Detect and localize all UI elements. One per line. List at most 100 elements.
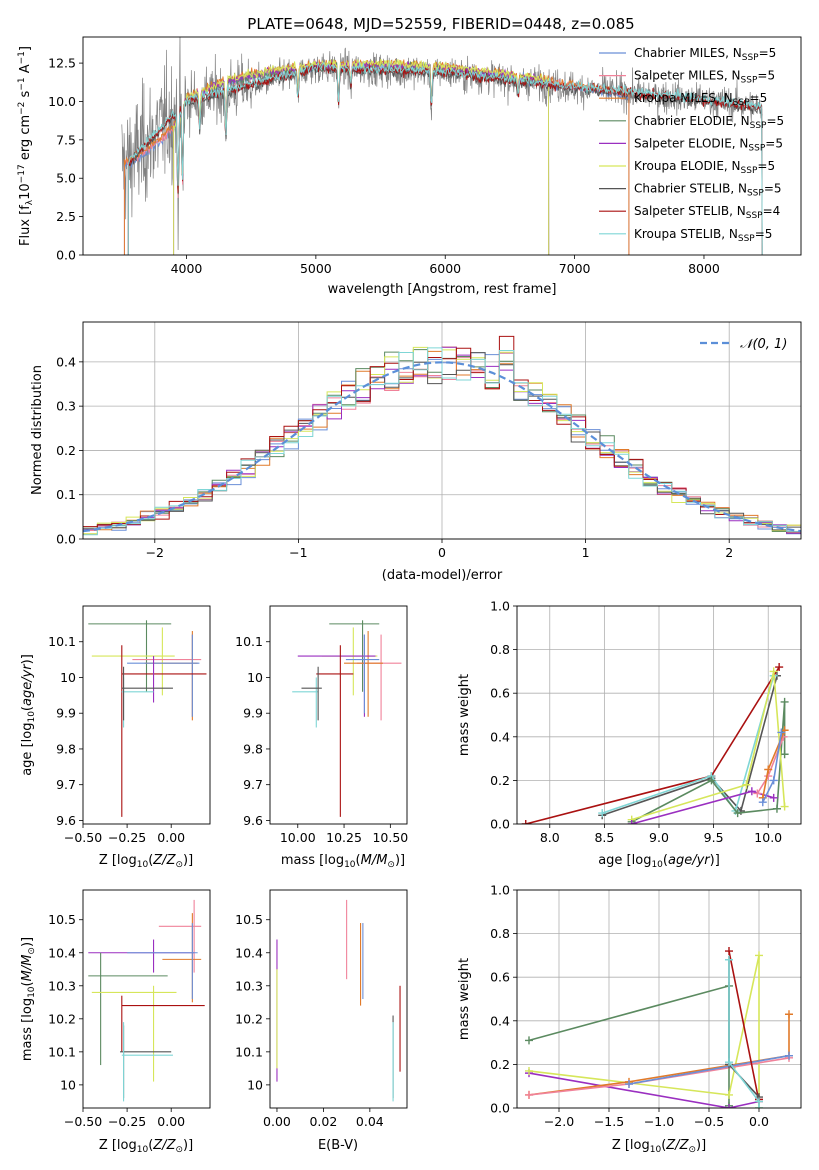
plus-marker — [525, 1066, 533, 1075]
label-part: =5 — [759, 46, 777, 60]
x-axis-label: E(B-V) — [318, 1138, 358, 1153]
y-tick-label: 0.2 — [490, 773, 510, 788]
kroupa-elodie-model-line — [173, 58, 550, 255]
errorbar-point — [158, 899, 202, 973]
y-tick-label: 0.6 — [490, 686, 510, 701]
y-axis-label: mass [log10(M/M⊙)] — [20, 937, 37, 1061]
legend-entry: Chabrier ELODIE, NSSP=5 — [634, 114, 784, 131]
label-part: Kroupa MILES, N — [634, 91, 733, 105]
x-tick-label: 0.00 — [263, 1114, 291, 1129]
legend-entry: Chabrier MILES, NSSP=5 — [634, 46, 776, 63]
plus-marker — [785, 1051, 793, 1060]
y-tick-label: 9.6 — [243, 813, 263, 828]
x-tick-label: 2 — [725, 545, 733, 560]
legend-entry: Kroupa STELIB, NSSP=5 — [634, 227, 772, 244]
x-tick-label: 0.02 — [309, 1114, 337, 1129]
label-part: )] — [183, 1138, 193, 1153]
plus-marker — [769, 793, 778, 802]
x-tick-label: 0.0 — [749, 1114, 769, 1129]
y-axis-label: age [log10(age/yr)] — [20, 654, 37, 776]
x-tick-label: 0.04 — [356, 1114, 384, 1129]
label-part: erg cm — [18, 115, 33, 164]
y-tick-label: 10.5 — [235, 912, 263, 927]
x-tick-label: 10.25 — [326, 830, 362, 845]
label-part: s — [18, 90, 33, 101]
label-part: SSP — [741, 76, 758, 86]
label-part: Chabrier STELIB, N — [634, 182, 747, 196]
x-tick-label: 9.0 — [649, 830, 669, 845]
label-part: ( — [663, 853, 668, 868]
x-tick-label: 0.00 — [157, 1114, 185, 1129]
label-part: Salpeter STELIB, N — [634, 204, 746, 218]
plus-marker — [780, 802, 789, 811]
mass_weight_vs_age-axes: 8.0 8.5 9.0 9.5 10.0 0.0 0.2 0.4 0.6 0.8 1.0 — [490, 599, 802, 845]
y-tick-label: 10.1 — [235, 634, 263, 649]
label-part: Kroupa ELODIE, N — [634, 159, 741, 173]
mass_vs_EBV-plot-area — [276, 899, 401, 1102]
plus-marker — [764, 765, 773, 774]
x-tick-label: 0.00 — [157, 830, 185, 845]
label-part: 10 — [27, 986, 37, 998]
label-part: Z [log — [99, 853, 137, 868]
label-part: Z [log — [612, 1138, 650, 1153]
label-part: Z/Z — [665, 1138, 689, 1153]
y-axis-label: mass weight — [457, 958, 472, 1040]
x-axis-label: Z [log10(Z/Z⊙)] — [99, 853, 193, 870]
label-part: ( — [20, 706, 35, 711]
x-tick-label: 6000 — [429, 261, 461, 276]
y-tick-label: 10.1 — [48, 634, 76, 649]
label-part: =5 — [765, 136, 783, 150]
y-tick-label: 0.1 — [56, 487, 76, 502]
errorbar-point — [345, 634, 380, 714]
label-part: SSP — [741, 166, 758, 176]
label-part: )] — [20, 937, 35, 947]
label-part: Chabrier MILES, N — [634, 46, 742, 60]
age_vs_mass-axes: 10.00 10.25 10.50 9.6 9.7 9.8 9.9 10 10.1 — [235, 605, 408, 845]
axes-frame — [516, 889, 802, 1109]
errorbar-point — [301, 666, 322, 721]
x-axis-label: Z [log10(Z/Z⊙)] — [612, 1138, 706, 1155]
plus-marker — [625, 1080, 633, 1089]
y-tick-label: 2.5 — [56, 209, 76, 224]
label-part: SSP — [742, 53, 759, 63]
errorbar-point — [121, 1022, 173, 1102]
y-tick-label: 10.2 — [235, 1011, 263, 1026]
plus-marker — [725, 1090, 733, 1099]
plus-marker — [780, 750, 789, 759]
x-axis-label: mass [log10(M/M⊙)] — [281, 853, 405, 870]
y-tick-label: 10.3 — [48, 978, 76, 993]
x-axis-label: Z [log10(Z/Z⊙)] — [99, 1138, 193, 1155]
errorbar-point — [127, 634, 200, 717]
mass_weight_vs_Z-axes: −2.0 −1.5 −1.0 −0.5 0.0 0.0 0.2 0.4 0.6 0.8 1.0 — [490, 883, 802, 1129]
kroupa-elodie-series-line — [631, 671, 786, 821]
y-tick-label: 10.4 — [48, 945, 76, 960]
y-tick-label: 1.0 — [490, 599, 510, 614]
plus-marker — [769, 776, 778, 785]
y-tick-label: 0.4 — [490, 729, 510, 744]
plus-marker — [758, 798, 767, 807]
x-tick-label: 10.50 — [372, 830, 408, 845]
residuals-plot-area — [83, 335, 801, 536]
label-part: =5 — [755, 227, 773, 241]
legend-entry: Salpeter STELIB, NSSP=4 — [634, 204, 780, 221]
y-tick-label: 9.8 — [56, 741, 76, 756]
y-tick-label: 0.6 — [490, 970, 510, 985]
label-part: )] — [696, 1138, 706, 1153]
kroupa-stelib-series-line — [601, 675, 775, 814]
label-part: 10 — [651, 860, 663, 870]
label-part: −1 — [17, 51, 27, 64]
x-tick-label: −0.25 — [108, 830, 146, 845]
x-tick-label: −1 — [289, 545, 307, 560]
label-part: 10 — [27, 711, 37, 723]
x-axis-label: (data-model)/error — [382, 568, 503, 583]
x-tick-label: −0.50 — [64, 1114, 102, 1129]
label-part: )] — [183, 853, 193, 868]
chabrier-miles-series-line — [628, 1054, 790, 1085]
plus-marker — [627, 820, 636, 824]
errorbar-point — [292, 677, 319, 728]
errorbar-point — [316, 645, 354, 817]
label-part: Chabrier ELODIE, N — [634, 114, 750, 128]
x-tick-label: −0.50 — [64, 830, 102, 845]
label-part: Kroupa STELIB, N — [634, 227, 738, 241]
